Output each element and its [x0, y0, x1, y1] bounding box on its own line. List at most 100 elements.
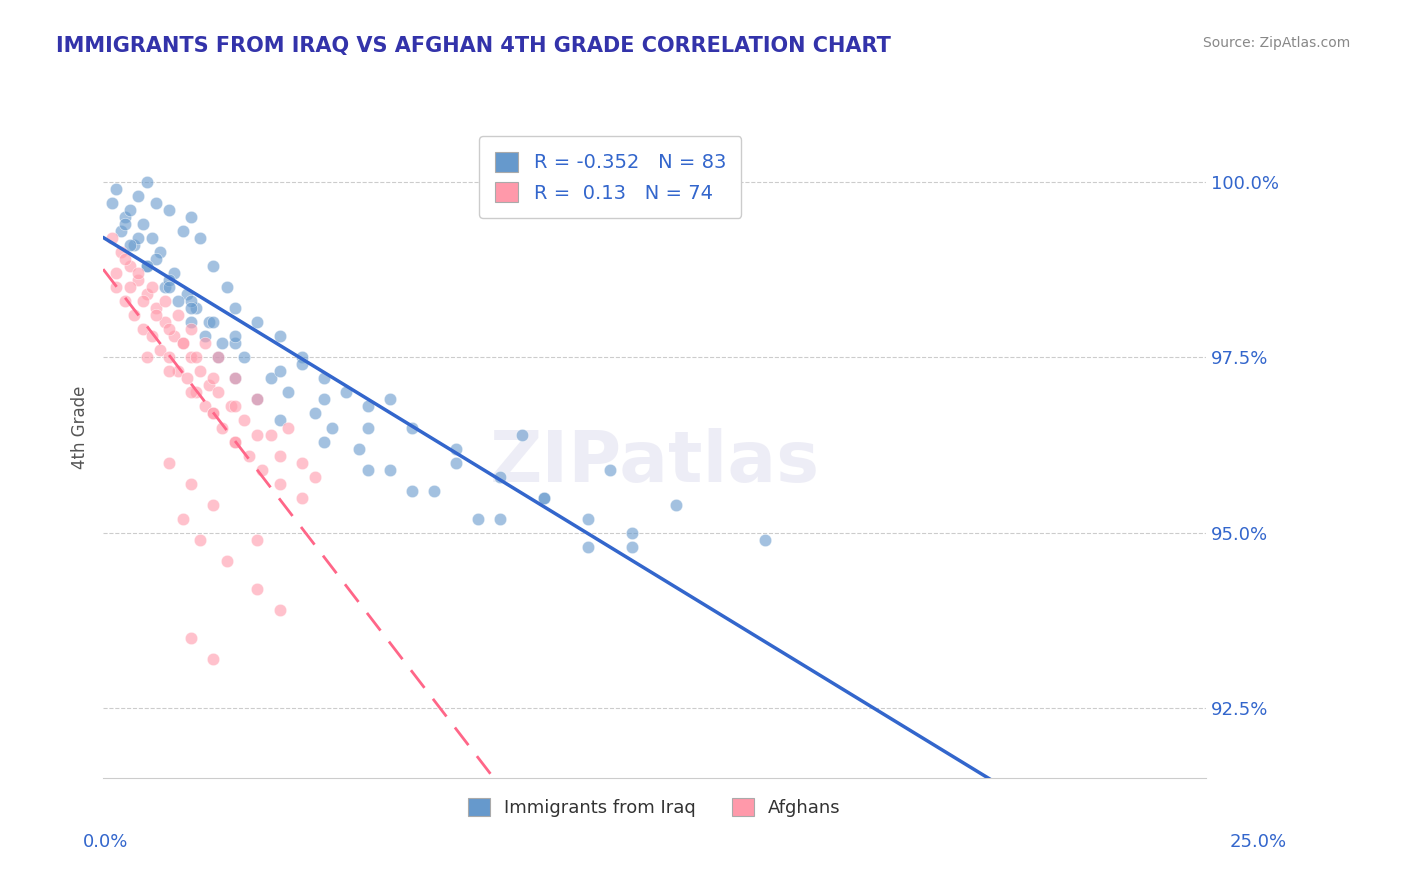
Point	[423, 483, 446, 498]
Point	[180, 322, 202, 336]
Point	[163, 267, 186, 281]
Point	[132, 322, 155, 336]
Point	[180, 316, 202, 330]
Point	[184, 301, 207, 316]
Point	[145, 196, 167, 211]
Point	[145, 252, 167, 267]
Point	[198, 316, 221, 330]
Point	[224, 329, 246, 343]
Point	[153, 294, 176, 309]
Text: Source: ZipAtlas.com: Source: ZipAtlas.com	[1202, 36, 1350, 50]
Point	[184, 385, 207, 400]
Point	[114, 252, 136, 267]
Point	[224, 301, 246, 316]
Point	[378, 392, 401, 407]
Point	[188, 533, 211, 547]
Point	[444, 456, 467, 470]
Point	[157, 322, 180, 336]
Point	[202, 407, 225, 421]
Point	[105, 267, 128, 281]
Point	[312, 392, 335, 407]
Point	[621, 525, 644, 540]
Point	[599, 462, 621, 476]
Point	[193, 400, 215, 414]
Text: IMMIGRANTS FROM IRAQ VS AFGHAN 4TH GRADE CORRELATION CHART: IMMIGRANTS FROM IRAQ VS AFGHAN 4TH GRADE…	[56, 36, 891, 55]
Point	[122, 238, 145, 252]
Point	[224, 434, 246, 449]
Point	[153, 316, 176, 330]
Point	[269, 413, 291, 427]
Point	[149, 343, 172, 358]
Point	[172, 336, 194, 351]
Point	[215, 280, 238, 294]
Point	[378, 462, 401, 476]
Point	[180, 294, 202, 309]
Point	[141, 329, 163, 343]
Point	[136, 176, 159, 190]
Point	[260, 427, 283, 442]
Point	[202, 371, 225, 385]
Point	[444, 442, 467, 456]
Point	[172, 224, 194, 238]
Point	[172, 511, 194, 525]
Point	[188, 364, 211, 378]
Point	[207, 351, 229, 365]
Point	[176, 287, 198, 301]
Point	[233, 351, 256, 365]
Point	[110, 245, 132, 260]
Point	[202, 498, 225, 512]
Point	[246, 392, 269, 407]
Point	[224, 434, 246, 449]
Point	[141, 231, 163, 245]
Point	[180, 631, 202, 645]
Point	[101, 231, 124, 245]
Point	[510, 427, 533, 442]
Point	[157, 280, 180, 294]
Point	[224, 336, 246, 351]
Point	[132, 294, 155, 309]
Point	[167, 364, 190, 378]
Text: ZIPatlas: ZIPatlas	[489, 428, 820, 497]
Point	[180, 301, 202, 316]
Point	[533, 491, 555, 505]
Point	[136, 260, 159, 274]
Point	[347, 442, 370, 456]
Point	[246, 533, 269, 547]
Point	[277, 420, 299, 434]
Point	[136, 287, 159, 301]
Point	[101, 196, 124, 211]
Y-axis label: 4th Grade: 4th Grade	[72, 386, 89, 469]
Point	[246, 582, 269, 596]
Point	[127, 273, 149, 287]
Point	[277, 385, 299, 400]
Point	[180, 385, 202, 400]
Point	[215, 553, 238, 567]
Point	[180, 476, 202, 491]
Point	[304, 407, 326, 421]
Point	[224, 400, 246, 414]
Point	[141, 280, 163, 294]
Point	[211, 336, 233, 351]
Point	[304, 469, 326, 483]
Point	[180, 211, 202, 225]
Point	[157, 364, 180, 378]
Point	[157, 273, 180, 287]
Point	[193, 336, 215, 351]
Point	[127, 189, 149, 203]
Point	[132, 218, 155, 232]
Point	[193, 329, 215, 343]
Point	[118, 203, 141, 218]
Point	[246, 427, 269, 442]
Point	[576, 511, 599, 525]
Point	[401, 483, 423, 498]
Point	[269, 602, 291, 616]
Point	[224, 371, 246, 385]
Point	[269, 329, 291, 343]
Point	[157, 456, 180, 470]
Point	[312, 434, 335, 449]
Point	[246, 316, 269, 330]
Point	[290, 358, 312, 372]
Point	[188, 231, 211, 245]
Point	[118, 238, 141, 252]
Point	[114, 294, 136, 309]
